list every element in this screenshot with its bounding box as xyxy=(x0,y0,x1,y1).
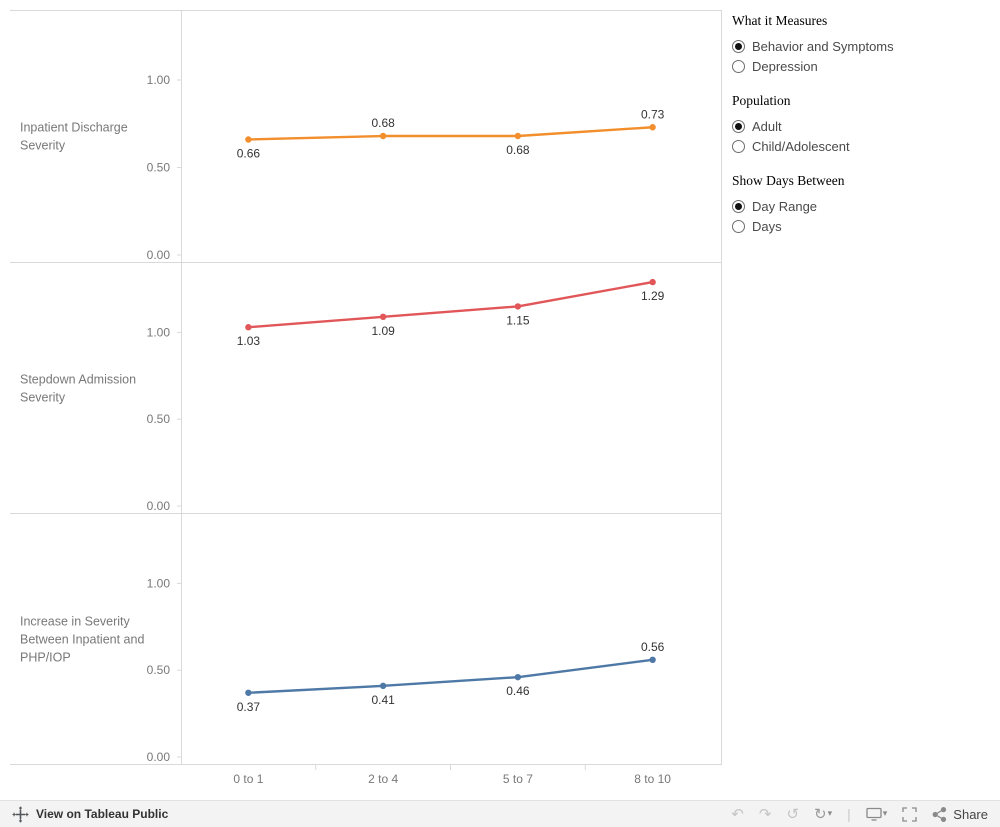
view-on-tableau-public-link[interactable]: View on Tableau Public xyxy=(12,806,168,823)
radio-option-behavior-and-symptoms[interactable]: Behavior and Symptoms xyxy=(732,36,990,56)
redo-icon[interactable]: ↷ xyxy=(758,804,772,823)
device-monitor-icon xyxy=(866,807,882,821)
value-label: 0.46 xyxy=(506,684,530,698)
row-label: Stepdown Admission Severity xyxy=(20,373,136,405)
data-point[interactable] xyxy=(379,682,387,690)
x-tick-label: 2 to 4 xyxy=(368,772,398,786)
radio-label: Days xyxy=(752,218,782,234)
toolbar-divider: | xyxy=(847,806,851,822)
data-point[interactable] xyxy=(379,132,387,140)
radio-icon[interactable] xyxy=(732,59,745,73)
trend-line[interactable] xyxy=(248,280,653,329)
x-tick-label: 0 to 1 xyxy=(233,772,263,786)
radio-label: Adult xyxy=(752,118,782,134)
control-group-title: Show Days Between xyxy=(732,173,845,188)
y-tick-label: 0.50 xyxy=(147,412,171,426)
radio-label: Behavior and Symptoms xyxy=(752,38,894,54)
control-group-show-days-between: Show Days Between Day Range Days xyxy=(732,173,990,236)
value-label: 0.56 xyxy=(641,640,665,654)
value-label: 1.29 xyxy=(641,289,665,303)
radio-label: Depression xyxy=(752,58,818,74)
data-point[interactable] xyxy=(245,689,252,696)
value-label: 0.68 xyxy=(506,143,530,157)
chart-panel-2[interactable]: 0.00 0.50 1.00 Increase in Severity Between … xyxy=(0,514,722,765)
chart-area[interactable]: 0.00 0.50 1.00 Inpatient Discharge Severity 0… xyxy=(0,10,722,795)
y-tick-label: 1.00 xyxy=(147,73,171,87)
y-tick-label: 0.50 xyxy=(147,161,171,175)
data-point[interactable] xyxy=(649,124,656,131)
chevron-down-icon[interactable]: ▾ xyxy=(827,809,833,819)
control-group-population: Population Adult Child/Adolescent xyxy=(732,93,990,156)
tableau-logo-icon xyxy=(12,806,29,822)
x-tick-label: 8 to 10 xyxy=(634,772,671,786)
data-point[interactable] xyxy=(514,303,522,310)
y-tick-label: 0.50 xyxy=(147,663,171,677)
trend-line[interactable] xyxy=(248,658,653,694)
trend-line[interactable] xyxy=(248,126,653,141)
view-on-tableau-public-label: View on Tableau Public xyxy=(36,807,169,821)
radio-option-depression[interactable]: Depression xyxy=(732,56,990,76)
data-point[interactable] xyxy=(245,136,252,143)
y-tick-label: 0.00 xyxy=(147,750,171,764)
share-label: Share xyxy=(953,806,988,822)
control-group-title: Population xyxy=(732,93,791,108)
chart-panel-1[interactable]: 0.00 0.50 1.00 Stepdown Admission Severity 1.… xyxy=(0,263,722,514)
value-label: 1.09 xyxy=(371,324,395,338)
value-label: 1.15 xyxy=(506,313,530,327)
radio-icon[interactable] xyxy=(732,199,745,213)
parameter-controls: What it Measures Behavior and Symptoms D… xyxy=(732,13,990,253)
value-label: 0.66 xyxy=(237,147,261,161)
tableau-toolbar: View on Tableau Public ↶ ↷ ↺ ↻ ▾ | ▾ xyxy=(0,800,1000,827)
chart-panel-0[interactable]: 0.00 0.50 1.00 Inpatient Discharge Severity 0… xyxy=(0,10,722,263)
y-tick-label: 1.00 xyxy=(147,325,171,339)
row-label: Increase in Severity Between Inpatient an… xyxy=(20,615,144,665)
data-point[interactable] xyxy=(379,313,387,321)
radio-option-days[interactable]: Days xyxy=(732,216,990,236)
data-point[interactable] xyxy=(649,278,656,286)
fullscreen-icon[interactable] xyxy=(902,806,917,822)
y-tick-label: 0.00 xyxy=(147,499,171,513)
control-group-title: What it Measures xyxy=(732,13,828,28)
radio-option-child-adolescent[interactable]: Child/Adolescent xyxy=(732,136,990,156)
radio-icon[interactable] xyxy=(732,39,745,53)
radio-option-day-range[interactable]: Day Range xyxy=(732,196,990,216)
value-label: 0.68 xyxy=(371,116,395,130)
value-label: 0.73 xyxy=(641,107,665,121)
device-layout-menu-button[interactable]: ▾ xyxy=(866,807,888,821)
revert-icon[interactable]: ↺ xyxy=(786,804,800,823)
row-label: Inpatient Discharge Severity xyxy=(20,121,128,153)
radio-icon[interactable] xyxy=(732,139,745,153)
radio-option-adult[interactable]: Adult xyxy=(732,116,990,136)
radio-label: Day Range xyxy=(752,198,818,214)
refresh-icon[interactable]: ↻ xyxy=(814,804,827,823)
chevron-down-icon[interactable]: ▾ xyxy=(882,809,888,819)
share-icon xyxy=(932,806,947,822)
undo-icon[interactable]: ↶ xyxy=(731,804,744,823)
data-point[interactable] xyxy=(649,656,656,663)
radio-icon[interactable] xyxy=(732,219,745,233)
y-tick-label: 1.00 xyxy=(147,576,171,590)
radio-label: Child/Adolescent xyxy=(752,138,850,154)
refresh-menu-button[interactable]: ↻ ▾ xyxy=(814,804,833,823)
x-tick-label: 5 to 7 xyxy=(503,772,533,786)
value-label: 0.41 xyxy=(371,693,395,707)
data-point[interactable] xyxy=(514,673,522,681)
data-point[interactable] xyxy=(245,324,252,331)
radio-icon[interactable] xyxy=(732,119,745,133)
value-label: 1.03 xyxy=(237,334,261,348)
control-group-what-it-measures: What it Measures Behavior and Symptoms D… xyxy=(732,13,990,76)
value-label: 0.37 xyxy=(237,700,261,714)
y-tick-label: 0.00 xyxy=(147,248,171,262)
data-point[interactable] xyxy=(514,132,522,140)
x-axis: 0 to 1 2 to 4 5 to 7 8 to 10 xyxy=(233,765,671,786)
share-button[interactable]: Share xyxy=(932,807,988,822)
